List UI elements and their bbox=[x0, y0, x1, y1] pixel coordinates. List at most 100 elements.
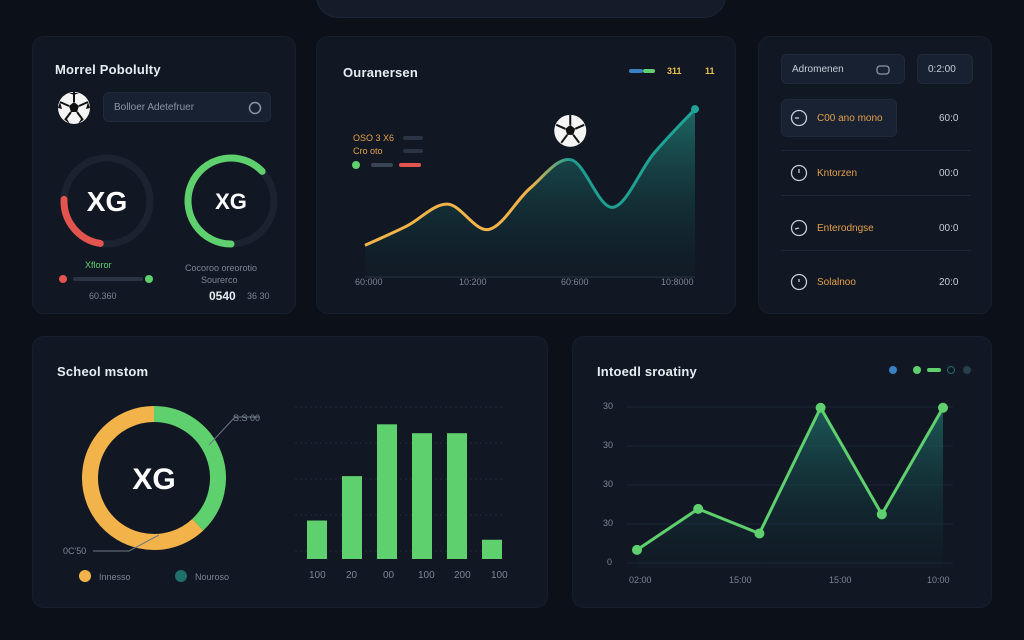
bar bbox=[377, 424, 397, 559]
intensity-point bbox=[693, 503, 704, 514]
bar bbox=[482, 539, 502, 559]
mini-legend-red-bar bbox=[399, 163, 421, 167]
legend-right-tail: 36 30 bbox=[247, 291, 270, 301]
intensity-title: Intoedl sroatiny bbox=[597, 364, 697, 379]
bar bbox=[447, 433, 467, 559]
bar-label-0: 100 bbox=[309, 570, 326, 581]
intensity-x-label-3: 10:00 bbox=[927, 575, 950, 585]
intensity-legend-teal-dot bbox=[947, 366, 955, 374]
intensity-legend-green-bar bbox=[927, 368, 941, 372]
schedule-row-label-0[interactable]: C00 ano mono bbox=[817, 113, 883, 124]
bar-label-4: 200 bbox=[454, 570, 471, 581]
xg-gauge-left: XG bbox=[60, 154, 154, 248]
intensity-x-label-1: 15:00 bbox=[729, 575, 752, 585]
intensity-legend-gray-dot bbox=[963, 366, 971, 374]
momentum-legend-blue bbox=[629, 69, 643, 73]
momentum-area bbox=[365, 109, 695, 278]
schedule-row-time-2: 00:0 bbox=[939, 223, 959, 234]
momentum-x-label-2: 60:600 bbox=[561, 277, 589, 287]
bar bbox=[342, 476, 362, 559]
top-tab-handle[interactable] bbox=[316, 0, 726, 18]
search-icon[interactable] bbox=[248, 101, 262, 115]
probability-title: Morrel Pobolulty bbox=[55, 62, 161, 77]
distribution-card: Scheol mstom XG S.S 00 0C'50 Innesso Nou… bbox=[32, 336, 548, 608]
mini-legend-1: OSO 3 X6 bbox=[353, 133, 395, 143]
intensity-point bbox=[632, 544, 642, 555]
xg-donut: XG bbox=[82, 406, 226, 550]
legend-red-dot bbox=[59, 275, 67, 283]
mini-legend-2: Cro oto bbox=[353, 146, 383, 156]
momentum-card: Ouranersen 311 11 OSO 3 X6 Cro oto 60:00… bbox=[316, 36, 736, 314]
intensity-legend-blue-dot bbox=[889, 366, 897, 374]
schedule-time-button[interactable]: 0:2:00 bbox=[917, 54, 973, 84]
schedule-divider-2 bbox=[781, 250, 971, 251]
clock-icon bbox=[790, 219, 808, 237]
momentum-x-label-0: 60:000 bbox=[355, 277, 383, 287]
donut-callout-bottom: 0C'50 bbox=[63, 546, 87, 556]
schedule-header-button[interactable]: Adromenen bbox=[781, 54, 905, 84]
schedule-row-label-2[interactable]: Enterodngse bbox=[817, 223, 874, 234]
bar-chart bbox=[295, 406, 505, 559]
schedule-row-active[interactable] bbox=[781, 99, 897, 137]
momentum-legend-green bbox=[643, 69, 655, 73]
legend-left-top: Xfloror bbox=[85, 260, 112, 270]
momentum-line bbox=[364, 108, 697, 247]
schedule-card: Adromenen 0:2:00 C00 ano mono 60:0 Kntor… bbox=[758, 36, 992, 314]
donut-legend-1: Innesso bbox=[99, 572, 131, 582]
donut-legend-2: Nouroso bbox=[195, 572, 230, 582]
xg-donut-label: XG bbox=[132, 463, 175, 496]
donut-segment-green bbox=[153, 406, 226, 531]
intensity-chart bbox=[627, 402, 953, 569]
toggle-icon[interactable] bbox=[876, 65, 890, 75]
intensity-y-label-3: 30 bbox=[603, 479, 614, 489]
bar-label-2: 00 bbox=[383, 570, 395, 581]
intensity-y-label-5: 30 bbox=[603, 401, 614, 411]
schedule-time-label: 0:2:00 bbox=[928, 64, 956, 75]
search-placeholder: Bolloer Adetefruer bbox=[114, 102, 195, 113]
intensity-y-label-4: 30 bbox=[603, 440, 614, 450]
xg-gauge-right: XG bbox=[184, 154, 278, 248]
schedule-row-label-3[interactable]: Solalnoo bbox=[817, 277, 856, 288]
momentum-legend-value-2: 11 bbox=[705, 66, 715, 76]
bar-label-5: 100 bbox=[491, 570, 508, 581]
momentum-x-label-3: 10:8000 bbox=[661, 277, 694, 287]
donut-legend-teal-dot bbox=[175, 570, 187, 582]
search-input[interactable]: Bolloer Adetefruer bbox=[103, 92, 271, 122]
donut-segment-orange bbox=[82, 406, 204, 550]
legend-left-bottom: 60.360 bbox=[89, 291, 117, 301]
legend-gray-dash bbox=[73, 277, 143, 281]
mini-legend-green-dot bbox=[352, 161, 360, 169]
intensity-legend-green-dot bbox=[913, 366, 921, 374]
intensity-point bbox=[815, 402, 826, 413]
soccer-ball-icon bbox=[58, 92, 90, 124]
bar bbox=[412, 433, 432, 559]
momentum-legend-value-1: 311 bbox=[667, 66, 682, 76]
mini-legend-gray-bar bbox=[371, 163, 393, 167]
probability-card: Morrel Pobolulty Bolloer Adetefruer XG X… bbox=[32, 36, 296, 314]
legend-right-mid: Sourerco bbox=[201, 275, 238, 285]
intensity-x-label-2: 15:00 bbox=[829, 575, 852, 585]
intensity-y-label-0: 0 bbox=[607, 557, 613, 567]
momentum-title: Ouranersen bbox=[343, 65, 418, 80]
distribution-title: Scheol mstom bbox=[57, 364, 149, 379]
xg-gauge-left-label: XG bbox=[87, 186, 127, 217]
intensity-area bbox=[637, 407, 943, 569]
schedule-divider-0 bbox=[781, 150, 971, 151]
clock-icon bbox=[790, 109, 808, 127]
clock-icon bbox=[790, 164, 808, 182]
momentum-chart bbox=[364, 105, 699, 278]
mini-legend-2-bar bbox=[403, 149, 423, 153]
intensity-y-label-2: 30 bbox=[603, 518, 614, 528]
legend-green-dot bbox=[145, 275, 153, 283]
legend-right-top: Cocoroo oreorotio bbox=[185, 263, 258, 273]
schedule-row-label-1[interactable]: Kntorzen bbox=[817, 168, 858, 179]
intensity-card: Intoedl sroatiny 30 30 30 30 0 02:00 15:… bbox=[572, 336, 992, 608]
mini-legend-1-bar bbox=[403, 136, 423, 140]
schedule-header-label: Adromenen bbox=[792, 64, 844, 75]
soccer-ball-icon bbox=[554, 114, 587, 147]
schedule-row-time-3: 20:0 bbox=[939, 277, 959, 288]
bar bbox=[307, 520, 327, 559]
momentum-x-label-1: 10:200 bbox=[459, 277, 487, 287]
xg-gauge-right-label: XG bbox=[215, 189, 247, 214]
xg-gauge-right-arc bbox=[184, 154, 266, 248]
